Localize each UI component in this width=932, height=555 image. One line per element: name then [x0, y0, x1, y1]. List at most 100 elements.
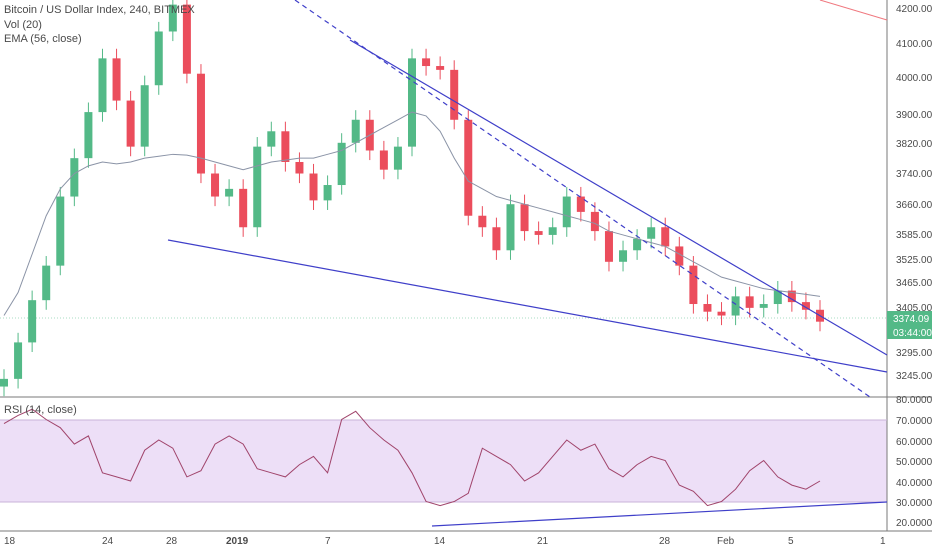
candle-body: [717, 311, 726, 316]
candle-body: [450, 69, 459, 120]
candle-body: [281, 131, 290, 162]
rsi-tick-label: 80.0000: [896, 395, 932, 406]
candle-body: [0, 378, 8, 387]
candle-body: [337, 142, 346, 186]
candle-body: [196, 73, 205, 174]
rsi-tick-label: 60.0000: [896, 437, 932, 448]
time-tick-label: 24: [102, 536, 114, 547]
candle-body: [379, 150, 388, 170]
candle-body: [689, 265, 698, 305]
price-tick-label: 4100.00: [896, 39, 932, 50]
candle-body: [211, 173, 220, 197]
candle-body: [520, 204, 529, 232]
candle-body: [633, 238, 642, 251]
candle-body: [436, 66, 445, 70]
candle-body: [225, 188, 234, 197]
price-tick-label: 4200.00: [896, 4, 932, 15]
candle-body: [464, 119, 473, 216]
rsi-tick-label: 40.0000: [896, 478, 932, 489]
rsi-axis[interactable]: 80.0000 70.0000 60.0000 50.0000 40.0000 …: [896, 395, 932, 529]
time-tick-label: 18: [4, 536, 16, 547]
candle-body: [309, 173, 318, 201]
rsi-support-trendline[interactable]: [431, 501, 888, 527]
last-price-label: 3374.09: [893, 314, 930, 325]
price-tick-label: 3900.00: [896, 110, 932, 121]
candle-body: [773, 290, 782, 305]
candle-body: [745, 296, 754, 308]
time-tick-label: 28: [166, 536, 178, 547]
candle-body: [182, 4, 191, 74]
rsi-band: [0, 420, 887, 502]
price-tick-label: 3245.00: [896, 371, 932, 382]
candle-body: [267, 131, 276, 147]
ema-line: [3, 111, 821, 316]
time-tick-label: 21: [537, 536, 549, 547]
candle-body: [56, 196, 65, 266]
rsi-tick-label: 30.0000: [896, 498, 932, 509]
time-tick-label: 28: [659, 536, 671, 547]
candle-body: [703, 304, 712, 312]
candle-body: [112, 58, 121, 101]
candle-body: [70, 158, 79, 197]
time-tick-label: 14: [434, 536, 446, 547]
price-pane: [0, 0, 887, 397]
candle-body: [28, 300, 37, 343]
time-tick-label: Feb: [717, 536, 735, 547]
countdown-label: 03:44:00: [893, 328, 932, 339]
candle-body: [253, 146, 262, 228]
candle-body: [351, 119, 360, 143]
candle-body: [168, 4, 177, 32]
price-tick-label: 3465.00: [896, 278, 932, 289]
candle-body: [534, 231, 543, 235]
rsi-tick-label: 70.0000: [896, 416, 932, 427]
price-axis[interactable]: 4200.00 4100.00 4000.00 3900.00 3820.00 …: [896, 4, 932, 382]
candle-body: [647, 227, 656, 239]
time-tick-label: 1: [880, 536, 886, 547]
candle-body: [98, 58, 107, 113]
time-tick-label: 2019: [226, 536, 249, 547]
symbol-legend[interactable]: Bitcoin / US Dollar Index, 240, BITMEX: [4, 4, 195, 16]
rsi-tick-label: 20.0000: [896, 518, 932, 529]
rsi-line-group: [3, 408, 821, 507]
candle-body: [42, 265, 51, 301]
candle-body: [604, 231, 613, 262]
candle-body: [731, 296, 740, 316]
candle-body: [492, 227, 501, 251]
candle-body: [619, 250, 628, 262]
candle-body: [239, 188, 248, 228]
candle-body: [14, 342, 23, 379]
red-trendline[interactable]: [819, 0, 888, 21]
price-tick-label: 3405.00: [896, 303, 932, 314]
ema-legend[interactable]: EMA (56, close): [4, 33, 82, 45]
candle-body: [422, 58, 431, 67]
lower-wedge-trendline[interactable]: [167, 239, 888, 373]
volume-legend[interactable]: Vol (20): [4, 19, 42, 31]
ema-line-group: [3, 111, 821, 316]
time-axis[interactable]: 18 24 28 2019 7 14 21 28 Feb 5 1: [4, 536, 886, 547]
candle-body: [675, 246, 684, 266]
time-tick-label: 5: [788, 536, 794, 547]
price-tick-label: 3295.00: [896, 348, 932, 359]
rsi-tick-label: 50.0000: [896, 457, 932, 468]
candle-body: [408, 58, 416, 147]
candle-body: [801, 302, 810, 310]
price-tick-label: 3525.00: [896, 255, 932, 266]
price-tick-label: 3740.00: [896, 169, 932, 180]
candle-body: [548, 227, 557, 235]
candle-body: [759, 304, 768, 308]
candle-body: [506, 204, 515, 251]
countdown-tag: [887, 325, 932, 339]
candle-body: [787, 290, 796, 303]
price-tick-label: 3820.00: [896, 139, 932, 150]
rsi-line: [3, 408, 821, 507]
upper-wedge-trendline[interactable]: [349, 39, 888, 356]
candle-body: [295, 161, 304, 174]
candle-body: [323, 185, 332, 201]
last-price-tag: [887, 311, 932, 325]
price-tick-label: 3585.00: [896, 230, 932, 241]
rsi-legend[interactable]: RSI (14, close): [4, 404, 77, 416]
candle-body: [126, 100, 135, 147]
candle-body: [140, 85, 149, 147]
